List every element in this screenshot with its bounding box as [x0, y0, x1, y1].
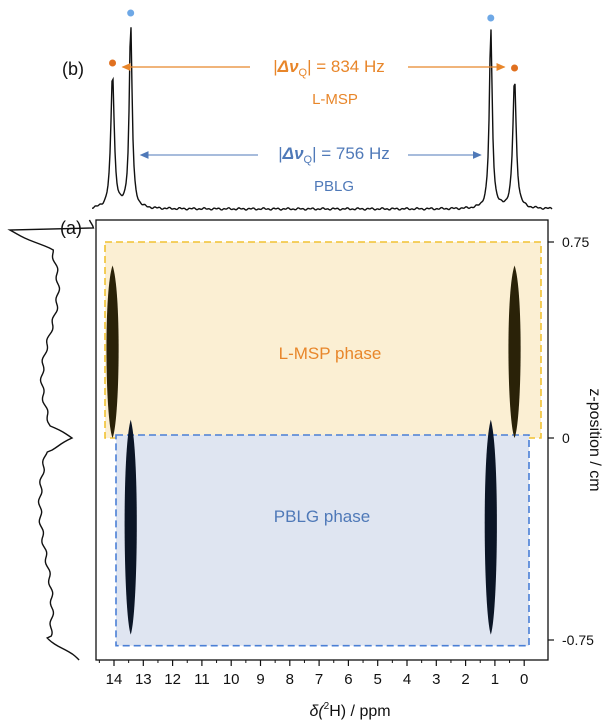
panel-b-label: (b) [62, 59, 84, 79]
x-tick-label: 14 [106, 671, 123, 688]
x-tick-label: 1 [491, 671, 499, 688]
panel-a-map: (a) L-MSP phase PBLG phase 14 13 12 11 10 9 8 7… [7, 218, 603, 720]
y-tick-label: 0 [562, 430, 570, 446]
spectrum-1d-trace [91, 27, 553, 211]
x-tick-label: 11 [194, 671, 210, 688]
pblg-splitting-label: |ΔνQ| = 756 Hz [278, 144, 390, 166]
lmsp-splitting-label: |ΔνQ| = 834 Hz [273, 57, 385, 79]
pblg-phase-region [115, 434, 530, 647]
y-axis-ticks: 0.75 0 -0.75 [548, 234, 594, 648]
pblg-contour-peak-left [124, 419, 137, 635]
x-tick-label: 2 [461, 671, 469, 688]
y-axis-label: z-position / cm [586, 388, 603, 491]
x-tick-label: 7 [315, 671, 323, 688]
x-tick-label: 12 [164, 671, 181, 688]
lmsp-peak-dot [109, 59, 117, 67]
lmsp-phase-region [104, 241, 542, 439]
lmsp-name-label: L-MSP [312, 91, 358, 108]
pblg-peak-dot [127, 9, 135, 17]
x-tick-label: 3 [432, 671, 440, 688]
y-tick-label: -0.75 [562, 632, 594, 648]
pblg-phase-label: PBLG phase [274, 507, 370, 526]
x-tick-label: 5 [374, 671, 382, 688]
x-tick-label: 4 [403, 671, 411, 688]
z-profile-trace [7, 219, 95, 661]
pblg-name-label: PBLG [314, 178, 354, 195]
pblg-contour-peak-right [484, 419, 497, 635]
x-tick-label: 10 [223, 671, 240, 688]
lmsp-peak-dot [511, 64, 519, 72]
x-tick-label: 8 [286, 671, 294, 688]
x-axis-label: δ(2H) / ppm [309, 701, 390, 720]
pblg-peak-dot [487, 14, 495, 22]
lmsp-contour-peak-right [508, 265, 521, 438]
x-tick-label: 13 [135, 671, 152, 688]
x-axis-ticks: 14 13 12 11 10 9 8 7 6 5 4 3 2 1 0 [98, 660, 528, 688]
pblg-label-backdrop [258, 141, 408, 167]
lmsp-label-backdrop [250, 54, 408, 80]
y-tick-label: 0.75 [562, 234, 589, 250]
contour-peaks [106, 265, 521, 635]
plot-frame [95, 219, 549, 661]
x-tick-label: 0 [520, 671, 528, 688]
panel-b-spectrum: (b) |ΔνQ| = 834 Hz L-MSP |ΔνQ| = 756 Hz … [62, 9, 553, 211]
peak-dots [109, 9, 519, 72]
lmsp-contour-peak-left [106, 265, 119, 438]
x-tick-label: 9 [256, 671, 264, 688]
x-tick-label: 6 [344, 671, 352, 688]
lmsp-phase-label: L-MSP phase [279, 344, 382, 363]
